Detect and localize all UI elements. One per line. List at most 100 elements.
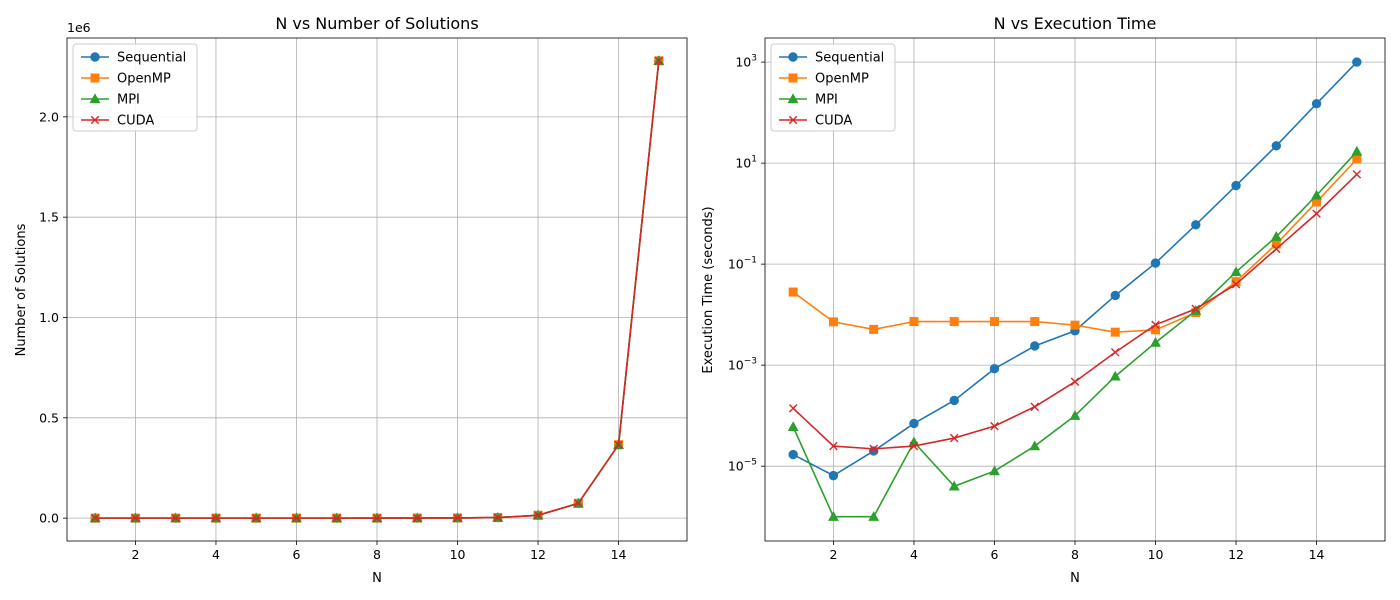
- execution-time-sequential-point: [1271, 141, 1281, 151]
- execution-time-sequential-point: [949, 395, 959, 406]
- execution-time-openmp-point: [828, 317, 838, 327]
- solutions-legend-entry-cuda: CUDA: [81, 114, 154, 129]
- execution-time-openmp-point: [869, 324, 879, 334]
- execution-time-legend-entry-openmp: OpenMP: [779, 72, 869, 87]
- legend-openmp-point: [90, 73, 100, 83]
- execution-time-y-tick-label: 10−5: [728, 458, 757, 474]
- legend-mpi-point: [89, 93, 101, 104]
- execution-time-legend-entry-mpi: MPI: [779, 93, 838, 108]
- execution-time-mpi-point: [948, 480, 960, 491]
- execution-time-series-cuda: [788, 170, 1362, 454]
- execution-time-legend-entry-cuda: CUDA: [779, 114, 852, 129]
- solutions-legend-entry-mpi: MPI: [81, 93, 140, 108]
- legend-cuda-point: [90, 115, 100, 125]
- solutions-x-tick-label: 8: [373, 547, 381, 562]
- solutions-cuda-point: [292, 513, 301, 523]
- solutions-x-tick-label: 6: [293, 547, 301, 562]
- execution-time-cuda-point: [990, 421, 999, 431]
- execution-time-cuda-point: [1110, 347, 1120, 357]
- execution-time-mpi-point: [868, 511, 880, 521]
- solutions-x-axis-label: N: [372, 571, 382, 586]
- execution-time-x-tick-label: 8: [1071, 547, 1079, 562]
- solutions-y-tick-label: 2.0: [39, 109, 59, 124]
- execution-time-x-ticks: 2 4 6 8 10 12 14: [829, 541, 1325, 562]
- solutions-y-tick-label: 1.0: [39, 310, 59, 325]
- execution-time-mpi-point: [989, 465, 1000, 476]
- solutions-cuda-point: [211, 513, 221, 523]
- execution-time-legend-entry-sequential: Sequential: [779, 51, 884, 66]
- solutions-y-tick-label: 0.5: [39, 410, 59, 425]
- solutions-cuda-point: [493, 513, 503, 522]
- execution-time-x-tick-label: 2: [829, 547, 837, 562]
- solutions-legend-entry-sequential: Sequential: [81, 51, 186, 66]
- execution-time-openmp-point: [788, 287, 798, 297]
- solutions-cuda-point: [574, 499, 583, 508]
- solutions-x-tick-label: 12: [530, 547, 546, 562]
- solutions-legend-entry-openmp: OpenMP: [81, 72, 171, 87]
- execution-time-cuda-point: [829, 441, 838, 451]
- execution-time-cuda-point: [869, 444, 878, 454]
- execution-time-openmp-point: [1352, 154, 1362, 164]
- execution-time-mpi-point: [1029, 440, 1041, 451]
- execution-time-sequential-point: [1311, 99, 1322, 109]
- solutions-cuda-point: [90, 513, 100, 523]
- execution-time-legend: Sequential OpenMP MPI CUDA: [770, 43, 896, 132]
- solutions-series-layer: [89, 55, 665, 523]
- execution-time-legend-box: [770, 43, 896, 132]
- solutions-legend-box: [72, 43, 198, 132]
- execution-time-series-mpi: [787, 145, 1363, 521]
- execution-time-cuda-point: [1151, 320, 1160, 330]
- execution-time-cuda-point: [1030, 402, 1040, 412]
- execution-time-mpi-point: [1150, 336, 1161, 347]
- execution-time-sequential-point: [788, 449, 798, 460]
- execution-time-mpi-point: [1270, 231, 1282, 241]
- execution-time-mpi-point: [1109, 370, 1121, 381]
- execution-time-x-tick-label: 6: [991, 547, 999, 562]
- execution-time-grid: [765, 38, 1385, 541]
- legend-cuda-point: [788, 115, 798, 125]
- legend-label: MPI: [815, 93, 838, 108]
- solutions-y-offset-text: 1e6: [67, 20, 91, 35]
- solutions-cuda-point: [332, 513, 342, 523]
- solutions-cuda-point: [453, 513, 462, 523]
- solutions-cuda-point: [372, 513, 382, 523]
- execution-time-cuda-point: [909, 441, 919, 451]
- execution-time-openmp-point: [909, 317, 919, 327]
- execution-time-mpi-point: [1351, 145, 1363, 156]
- execution-time-x-tick-label: 10: [1148, 547, 1164, 562]
- solutions-y-ticks: 0.0 0.5 1.0 1.5 2.0: [39, 109, 67, 526]
- solutions-x-tick-label: 4: [212, 547, 220, 562]
- execution-time-cuda-point: [949, 433, 959, 443]
- execution-time-openmp-point: [989, 317, 999, 327]
- solutions-y-tick-label: 1.5: [39, 210, 59, 225]
- solutions-cuda-point: [251, 513, 261, 523]
- execution-time-series-sequential: [788, 57, 1362, 481]
- solutions-series-cuda: [90, 56, 664, 523]
- execution-time-cuda-point: [1070, 377, 1080, 387]
- solutions-cuda-point: [654, 56, 664, 66]
- execution-time-x-tick-label: 14: [1309, 547, 1325, 562]
- legend-sequential-point: [90, 52, 100, 62]
- execution-time-sequential-point: [1191, 220, 1201, 230]
- execution-time-chart: 2 4 6 8 10 12 14 10−5 10−3 10−1 101 103 N vs Execu…: [701, 14, 1386, 586]
- execution-time-cuda-point: [1352, 170, 1362, 179]
- execution-time-sequential-point: [828, 470, 839, 481]
- execution-time-chart-title: N vs Execution Time: [994, 14, 1157, 33]
- execution-time-cuda-point: [1312, 209, 1321, 218]
- legend-label: Sequential: [815, 51, 884, 66]
- execution-time-mpi-point: [827, 511, 839, 521]
- execution-time-openmp-point: [1110, 327, 1120, 337]
- execution-time-y-tick-label: 10−1: [728, 256, 757, 272]
- execution-time-openmp-point: [949, 317, 959, 327]
- execution-time-y-ticks: 10−5 10−3 10−1 101 103: [728, 54, 765, 474]
- execution-time-cuda-point: [1272, 244, 1281, 254]
- legend-label: CUDA: [117, 114, 154, 129]
- legend-label: CUDA: [815, 114, 852, 129]
- solutions-chart: 2 4 6 8 10 12 14 0.0 0.5 1.0 1.5 2.0 N vs Number o…: [14, 14, 688, 586]
- solutions-cuda-point: [533, 510, 543, 520]
- solutions-cuda-point: [171, 513, 180, 523]
- execution-time-mpi-point: [787, 421, 799, 432]
